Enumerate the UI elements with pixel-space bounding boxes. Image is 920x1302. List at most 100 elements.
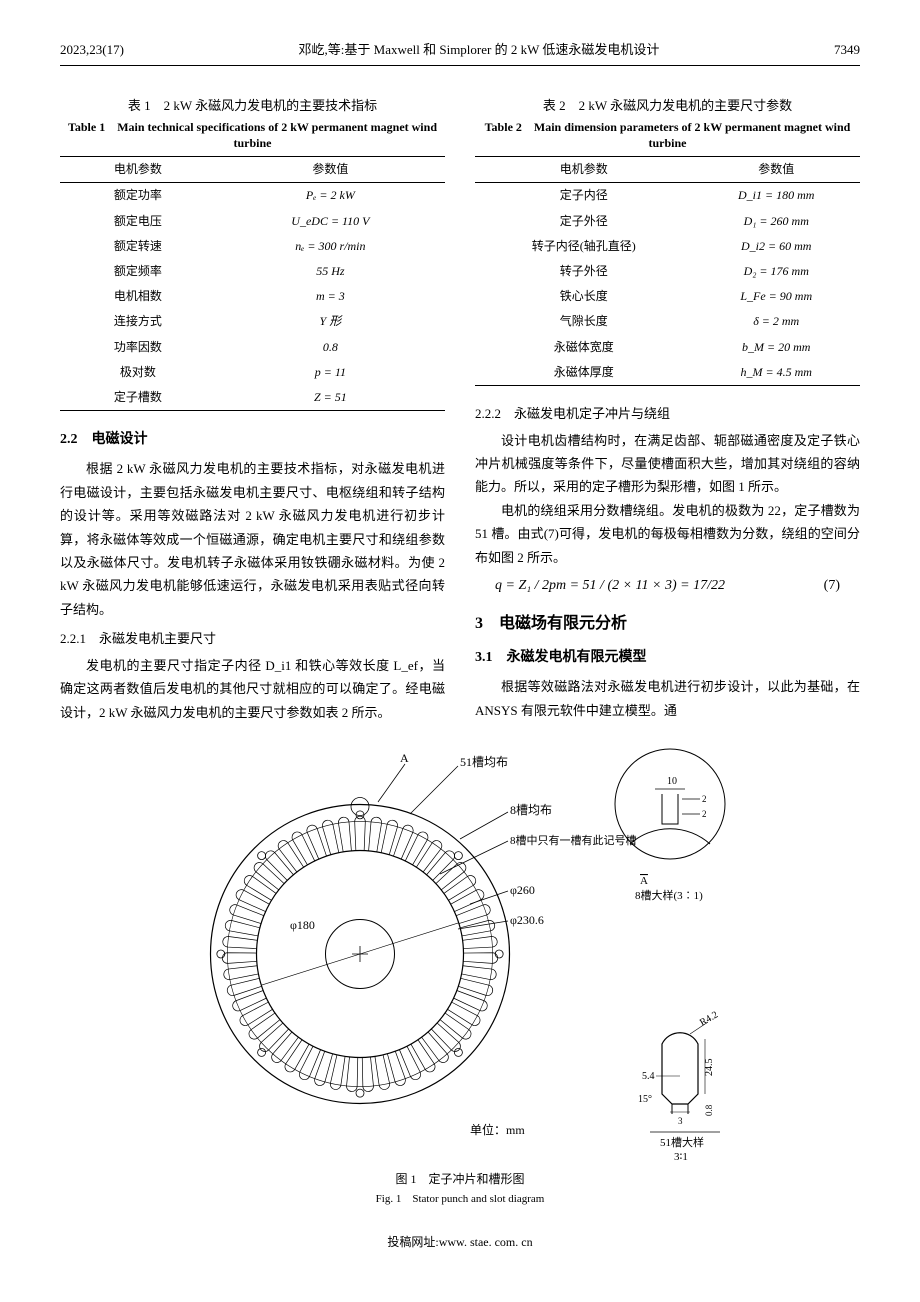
table1-caption-en: Table 1 Main technical specifications of… (60, 119, 445, 153)
table-cell: 连接方式 (60, 309, 216, 334)
label-d260: φ260 (510, 883, 535, 897)
table-cell: Y 形 (216, 309, 445, 334)
table-cell: Pₑ = 2 kW (216, 183, 445, 209)
table-cell: 55 Hz (216, 259, 445, 284)
table-cell: nₑ = 300 r/min (216, 234, 445, 259)
table2-h0: 电机参数 (475, 157, 692, 183)
table-cell: 定子内径 (475, 183, 692, 209)
dim-3: 3 (678, 1116, 683, 1126)
table-cell: D₁ = 260 mm (692, 209, 860, 234)
table-cell: 0.8 (216, 335, 445, 360)
label-A: A (400, 751, 409, 765)
table-cell: h_M = 4.5 mm (692, 360, 860, 386)
stator-diagram: A 51槽均布 8槽均布 8槽中只有一槽有此记号槽 φ260 φ230.6 φ1… (110, 744, 810, 1164)
page-header: 2023,23(17) 邓屹,等:基于 Maxwell 和 Simplorer … (60, 40, 860, 66)
table-row: 定子槽数Z = 51 (60, 385, 445, 411)
table-cell: 气隙长度 (475, 309, 692, 334)
table-cell: D_i2 = 60 mm (692, 234, 860, 259)
table-cell: 永磁体厚度 (475, 360, 692, 386)
dim-2a: 2 (702, 794, 707, 804)
table-row: 电机相数m = 3 (60, 284, 445, 309)
table-cell: L_Fe = 90 mm (692, 284, 860, 309)
table-cell: b_M = 20 mm (692, 335, 860, 360)
left-column: 表 1 2 kW 永磁风力发电机的主要技术指标 Table 1 Main tec… (60, 96, 445, 724)
table-row: 转子外径D₂ = 176 mm (475, 259, 860, 284)
dim-10: 10 (667, 776, 677, 787)
label-51slots: 51槽均布 (460, 755, 508, 769)
figure-1: A 51槽均布 8槽均布 8槽中只有一槽有此记号槽 φ260 φ230.6 φ1… (60, 744, 860, 1209)
fig1-caption-en: Fig. 1 Stator punch and slot diagram (60, 1191, 860, 1209)
table-cell: δ = 2 mm (692, 309, 860, 334)
label-d230: φ230.6 (510, 913, 544, 927)
section-2-2-1-p1: 发电机的主要尺寸指定子内径 D_i1 和铁心等效长度 L_ef，当确定这两者数值… (60, 654, 445, 724)
section-2-2-1-title: 2.2.1 永磁发电机主要尺寸 (60, 629, 445, 650)
table-row: 功率因数0.8 (60, 335, 445, 360)
detail-51-ratio: 3∶1 (674, 1151, 688, 1163)
table1-h0: 电机参数 (60, 157, 216, 183)
detail-51-caption: 51槽大样 (660, 1135, 704, 1149)
table1: 电机参数 参数值 额定功率Pₑ = 2 kW额定电压U_eDC = 110 V额… (60, 156, 445, 411)
header-right: 7349 (834, 40, 860, 61)
dim-2b: 2 (702, 809, 707, 819)
detail-51slot: R4.2 24.5 5.4 15° 3 0.8 51槽大样 3∶1 (638, 1010, 720, 1164)
table-cell: U_eDC = 110 V (216, 209, 445, 234)
section-2-2-2-title: 2.2.2 永磁发电机定子冲片与绕组 (475, 404, 860, 425)
table-cell: m = 3 (216, 284, 445, 309)
detail-8-caption: 8槽大样(3∶1) (635, 888, 703, 902)
section-2-2-2-p2: 电机的绕组采用分数槽绕组。发电机的极数为 22，定子槽数为 51 槽。由式(7)… (475, 499, 860, 569)
table-row: 定子内径D_i1 = 180 mm (475, 183, 860, 209)
table-row: 额定频率55 Hz (60, 259, 445, 284)
table-cell: 额定电压 (60, 209, 216, 234)
table2-caption-en: Table 2 Main dimension parameters of 2 k… (475, 119, 860, 153)
table-cell: 极对数 (60, 360, 216, 385)
table-row: 铁心长度L_Fe = 90 mm (475, 284, 860, 309)
table-cell: 额定频率 (60, 259, 216, 284)
table-row: 额定功率Pₑ = 2 kW (60, 183, 445, 209)
table-cell: D₂ = 176 mm (692, 259, 860, 284)
table-cell: 转子外径 (475, 259, 692, 284)
table-cell: Z = 51 (216, 385, 445, 411)
table2-h1: 参数值 (692, 157, 860, 183)
label-8slot-note: 8槽中只有一槽有此记号槽 (510, 833, 637, 847)
dim-08: 0.8 (704, 1104, 714, 1116)
table-cell: 永磁体宽度 (475, 335, 692, 360)
label-unit: 单位：mm (470, 1122, 525, 1137)
section-2-2-title: 2.2 电磁设计 (60, 429, 445, 451)
eq7-expr: q = Z₁ / 2pm = 51 / (2 × 11 × 3) = 17/22 (495, 575, 725, 597)
table-row: 额定转速nₑ = 300 r/min (60, 234, 445, 259)
table-cell: p = 11 (216, 360, 445, 385)
header-left: 2023,23(17) (60, 40, 124, 61)
table-row: 极对数p = 11 (60, 360, 445, 385)
detail-8-label: A (640, 875, 648, 887)
table-cell: D_i1 = 180 mm (692, 183, 860, 209)
dim-R42: R4.2 (698, 1010, 720, 1029)
table-row: 永磁体宽度b_M = 20 mm (475, 335, 860, 360)
table-cell: 定子槽数 (60, 385, 216, 411)
table-cell: 转子内径(轴孔直径) (475, 234, 692, 259)
detail-8slot: 10 2 2 A 8槽大样(3∶1) (615, 749, 725, 902)
label-d180: φ180 (290, 918, 315, 932)
section-2-2-2-p1: 设计电机齿槽结构时，在满足齿部、轭部磁通密度及定子铁心冲片机械强度等条件下，尽量… (475, 429, 860, 499)
table-row: 气隙长度δ = 2 mm (475, 309, 860, 334)
table-cell: 功率因数 (60, 335, 216, 360)
page-footer: 投稿网址:www. stae. com. cn (60, 1233, 860, 1252)
label-8slots: 8槽均布 (510, 803, 552, 817)
dim-15deg: 15° (638, 1094, 652, 1105)
table-row: 永磁体厚度h_M = 4.5 mm (475, 360, 860, 386)
table-cell: 额定转速 (60, 234, 216, 259)
eq7-num: (7) (824, 575, 840, 597)
table-row: 连接方式Y 形 (60, 309, 445, 334)
section-3-1-p1: 根据等效磁路法对永磁发电机进行初步设计，以此为基础，在 ANSYS 有限元软件中… (475, 675, 860, 722)
table-row: 定子外径D₁ = 260 mm (475, 209, 860, 234)
table-row: 转子内径(轴孔直径)D_i2 = 60 mm (475, 234, 860, 259)
equation-7: q = Z₁ / 2pm = 51 / (2 × 11 × 3) = 17/22… (475, 575, 860, 597)
header-center: 邓屹,等:基于 Maxwell 和 Simplorer 的 2 kW 低速永磁发… (299, 40, 660, 61)
section-2-2-p1: 根据 2 kW 永磁风力发电机的主要技术指标，对永磁发电机进行电磁设计，主要包括… (60, 457, 445, 621)
table2: 电机参数 参数值 定子内径D_i1 = 180 mm定子外径D₁ = 260 m… (475, 156, 860, 386)
table-cell: 定子外径 (475, 209, 692, 234)
table-cell: 铁心长度 (475, 284, 692, 309)
table-row: 额定电压U_eDC = 110 V (60, 209, 445, 234)
fig1-caption-zh: 图 1 定子冲片和槽形图 (60, 1170, 860, 1189)
section-3-title: 3 电磁场有限元分析 (475, 611, 860, 637)
table2-caption-zh: 表 2 2 kW 永磁风力发电机的主要尺寸参数 (475, 96, 860, 117)
